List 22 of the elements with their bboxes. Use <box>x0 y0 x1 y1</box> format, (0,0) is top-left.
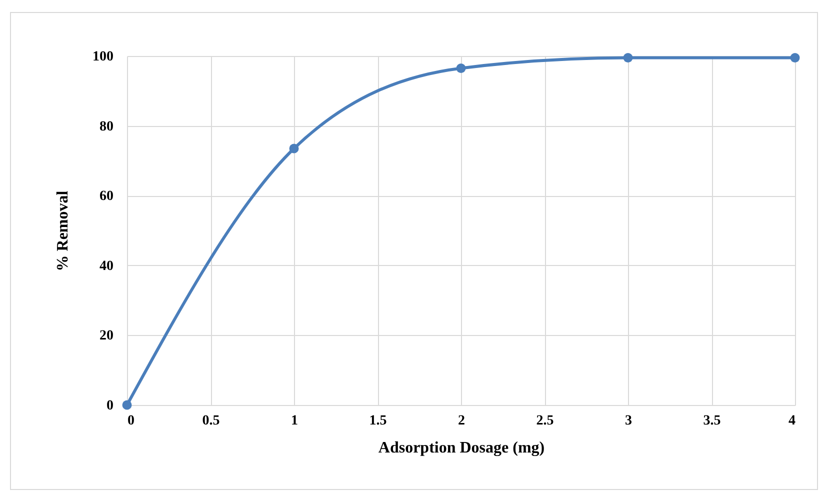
x-tick-label: 1.5 <box>369 414 387 428</box>
y-tick-label: 80 <box>100 119 114 134</box>
x-tick-label: 3 <box>625 414 632 428</box>
x-tick-label: 0 <box>128 414 134 428</box>
x-axis-title: Adsorption Dosage (mg) <box>378 440 545 456</box>
point <box>623 53 633 62</box>
point <box>289 144 299 154</box>
y-axis-title: % Removal <box>54 190 72 272</box>
y-tick-label: 40 <box>100 258 114 274</box>
point <box>122 400 132 410</box>
x-tick-label: 4 <box>788 414 796 428</box>
x-tick-label: 2 <box>458 414 465 428</box>
y-tick-label: 100 <box>92 50 114 64</box>
x-tick-label: 3.5 <box>703 414 721 428</box>
point <box>456 63 466 73</box>
x-tick-label: 2.5 <box>536 414 554 428</box>
x-tick-label: 1 <box>291 414 298 428</box>
point <box>790 53 800 62</box>
y-tick-label: 0 <box>106 398 114 414</box>
x-tick-label: 0.5 <box>202 414 220 428</box>
y-tick-label: 60 <box>100 189 114 204</box>
y-tick-label: 20 <box>100 328 114 344</box>
